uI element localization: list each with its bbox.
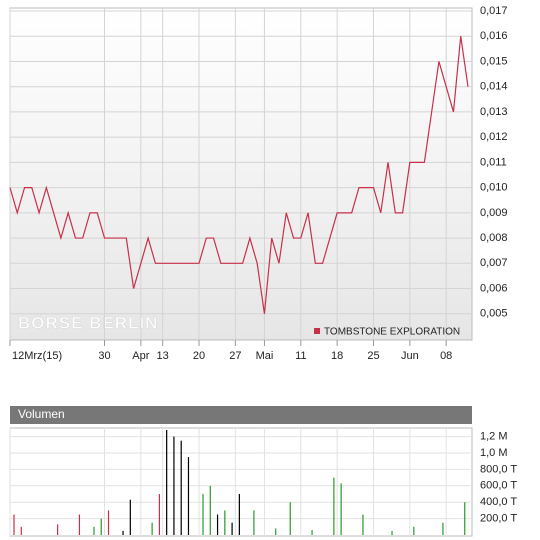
y-tick-label: 0,007 [480,257,508,269]
x-tick-label: 11 [295,350,306,362]
x-tick-label: 08 [440,350,452,362]
volume-bar [362,514,364,535]
volume-bar [13,514,15,535]
y-tick-label: 400,0 T [480,496,517,508]
volume-bar [129,499,131,535]
y-tick-label: 0,009 [480,207,508,219]
volume-bar [340,483,342,535]
volume-bar [151,522,153,535]
volume-bar [202,493,204,535]
volume-bar [93,526,95,535]
volume-bar [20,526,22,535]
volume-bar [180,440,182,535]
price-line [9,36,469,314]
y-tick-label: 1,0 M [480,447,508,459]
volume-bar [464,502,466,535]
x-tick-label: 30 [98,350,110,362]
y-tick-label: 0,017 [480,5,508,17]
x-tick-label: 20 [193,350,205,362]
y-tick-label: 0,010 [480,182,508,194]
volume-bar [289,502,291,535]
volume-bar [78,514,81,535]
y-tick-label: 0,013 [480,106,508,118]
x-tick-label: 18 [331,350,343,362]
y-tick-label: 0,015 [480,55,508,67]
volume-bar [107,510,110,535]
y-tick-label: 800,0 T [480,463,517,475]
y-tick-label: 0,016 [480,30,508,42]
x-tick-label: 12Mrz(15) [12,350,62,362]
legend-label: TOMBSTONE EXPLORATION [324,327,460,338]
volume-bar [224,510,226,535]
volume-bar [275,528,277,535]
volume-bar [333,477,335,535]
y-tick-label: 0,005 [480,308,508,320]
y-tick-label: 0,012 [480,131,508,143]
volume-bar [158,493,160,535]
volume-bar [238,493,240,535]
y-tick-label: 0,006 [480,282,508,294]
y-tick-label: 600,0 T [480,480,517,492]
y-tick-label: 200,0 T [480,513,517,525]
y-tick-label: 0,011 [480,156,507,168]
volume-bar [100,518,102,535]
volume-bar [166,430,168,535]
x-tick-label: 27 [229,350,241,362]
volume-title: Volumen [18,407,65,421]
volume-bar [253,510,255,535]
x-tick-label: 25 [367,350,379,362]
volume-bar [187,457,190,535]
volume-bar [209,485,211,535]
volume-bar [311,530,313,535]
volume-bar [173,436,175,535]
plot-area [9,7,473,341]
volume-bar [122,530,124,535]
legend-swatch [314,328,320,334]
volume-bar [442,522,444,535]
volume-bar [391,530,393,535]
watermark: BÖRSE BERLIN [18,313,158,332]
x-tick-label: Mai [256,350,274,362]
volume-bar [413,526,415,535]
y-tick-label: 0,014 [480,81,508,93]
y-tick-label: 0,008 [480,232,508,244]
volume-bar [231,522,233,535]
volume-bar [57,524,59,535]
volume-area [9,427,473,537]
x-tick-label: 13 [157,350,169,362]
volume-bar [216,514,219,535]
x-tick-label: Jun [401,350,419,362]
x-tick-label: Apr [132,350,149,362]
y-tick-label: 1,2 M [480,430,508,442]
volume-header [10,406,472,424]
